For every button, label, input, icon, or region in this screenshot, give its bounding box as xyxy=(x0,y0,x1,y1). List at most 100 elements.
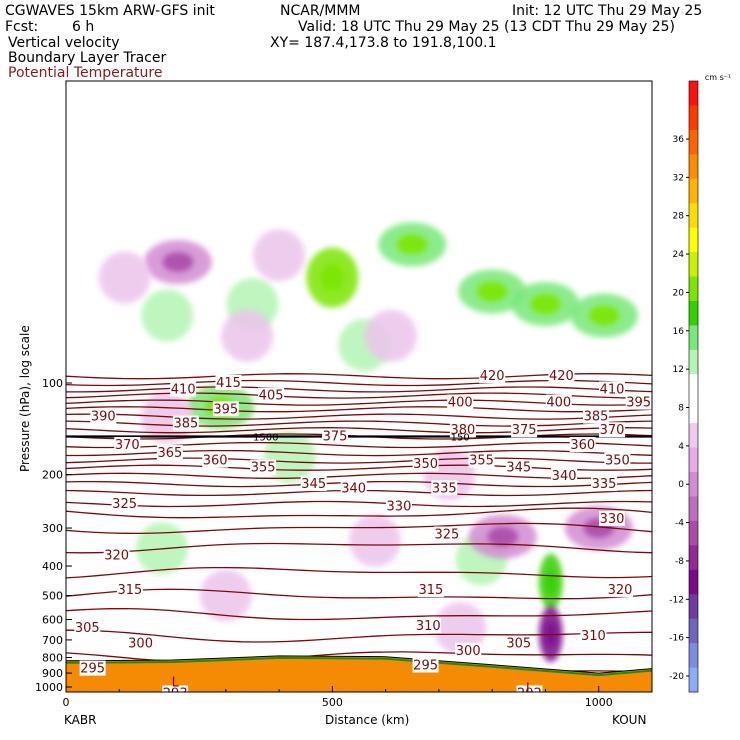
y-tick-label: 400 xyxy=(42,560,63,573)
colorbar-swatch xyxy=(689,496,698,522)
isentrope-line xyxy=(66,566,652,579)
contour-label-box xyxy=(156,445,183,461)
colorbar-swatch xyxy=(689,374,698,400)
colorbar-label: 36 xyxy=(673,135,685,145)
colorbar-swatch xyxy=(689,300,698,326)
contour-label-box xyxy=(604,452,631,468)
x-axis-title: Distance (km) xyxy=(325,713,410,727)
contour-label: 325 xyxy=(112,497,137,512)
contour-label-box xyxy=(583,408,610,424)
contour-label: 395 xyxy=(626,396,651,411)
field-vertical-velocity: Vertical velocity xyxy=(8,35,120,51)
colorbar-label: 24 xyxy=(673,250,685,260)
contour-label: 400 xyxy=(448,396,473,411)
plot-background xyxy=(66,81,652,692)
contour-label-box xyxy=(74,620,101,636)
contour-label-box xyxy=(116,582,143,598)
contour-label: 320 xyxy=(608,583,633,598)
contour-label: 345 xyxy=(506,461,531,476)
vertical-velocity-core xyxy=(545,568,557,595)
contour-label-box xyxy=(340,480,367,496)
terrain-fill xyxy=(66,655,652,692)
contour-label-box xyxy=(385,498,412,514)
low-marker: L xyxy=(526,682,534,697)
colorbar-swatch xyxy=(689,129,698,155)
contour-label: 375 xyxy=(512,423,537,438)
contour-label-box xyxy=(162,685,189,692)
contour-label-box xyxy=(505,459,532,475)
contour-label-box xyxy=(212,401,239,417)
colorbar-swatch xyxy=(689,545,698,571)
contour-label: 330 xyxy=(600,512,625,527)
xy-endpoints: XY= 187.4,173.8 to 191.8,100.1 xyxy=(270,35,497,51)
contour-label-box xyxy=(599,422,626,438)
vertical-velocity-region xyxy=(253,229,306,282)
isentrope-line xyxy=(66,542,652,554)
init-time: Init: 12 UTC Thu 29 May 25 xyxy=(512,3,703,19)
vertical-velocity-region xyxy=(98,251,151,304)
colorbar-label: 16 xyxy=(673,327,685,337)
colorbar-swatch xyxy=(689,178,698,204)
contour-label: 310 xyxy=(416,619,441,634)
contour-label-box xyxy=(447,394,474,410)
colorbar-swatch xyxy=(689,203,698,229)
colorbar-label: -12 xyxy=(669,595,684,605)
vertical-velocity-region xyxy=(348,514,401,567)
colorbar-swatch xyxy=(689,520,698,546)
isentrope-line xyxy=(66,427,652,434)
contour-label: 350 xyxy=(605,454,630,469)
contour-label: 300 xyxy=(128,637,153,652)
colorbar-swatch xyxy=(689,349,698,375)
x-endpoint-left: KABR xyxy=(64,713,97,727)
colorbar-swatch xyxy=(689,447,698,473)
colorbar-label: -4 xyxy=(675,519,684,529)
vertical-velocity-core xyxy=(320,264,345,292)
contour-label: 355 xyxy=(251,461,276,476)
vertical-velocity-core xyxy=(588,305,620,326)
colorbar-swatch xyxy=(689,276,698,302)
contour-label-box xyxy=(548,368,575,384)
contour-label-box xyxy=(111,495,138,511)
contour-label: 320 xyxy=(104,549,129,564)
contour-label-box xyxy=(79,660,106,676)
colorbar-label: 4 xyxy=(678,442,684,452)
contour-label: 300 xyxy=(456,644,481,659)
vertical-velocity-core xyxy=(476,281,508,302)
vertical-velocity-core xyxy=(162,252,194,272)
fcst-label: Fcst: xyxy=(5,19,39,35)
contour-label-box xyxy=(545,394,572,410)
contour-label-box xyxy=(172,415,199,431)
contour-label-box xyxy=(433,526,460,542)
contour-label-box xyxy=(455,642,482,658)
contour-label-box xyxy=(516,685,543,692)
contour-label-box xyxy=(468,452,495,468)
tropopause-label: 150 xyxy=(451,433,470,444)
isentrope-line xyxy=(66,588,652,600)
contour-label: 335 xyxy=(592,477,617,492)
contour-label: 415 xyxy=(216,376,241,391)
contour-label-box xyxy=(322,428,349,444)
y-tick-label: 100 xyxy=(42,377,63,390)
isentrope-line xyxy=(66,522,652,535)
colorbar-swatch xyxy=(689,618,698,644)
vertical-velocity-core xyxy=(396,234,428,255)
contour-label: 355 xyxy=(469,454,494,469)
y-tick-label: 900 xyxy=(42,667,63,680)
contour-label: 345 xyxy=(301,477,326,492)
contour-label-box xyxy=(591,476,618,492)
isentrope-line xyxy=(66,413,652,420)
contour-label-box xyxy=(103,547,130,563)
model-title: CGWAVES 15km ARW-GFS init xyxy=(5,3,215,19)
colorbar-swatch xyxy=(689,398,698,424)
tropopause-label: 1500 xyxy=(253,433,278,444)
contour-label: 370 xyxy=(600,423,625,438)
contour-label-box xyxy=(431,480,458,496)
contour-label: 390 xyxy=(91,410,116,425)
x-tick-label: 500 xyxy=(322,696,343,709)
contour-label-box xyxy=(250,459,277,475)
boundary-layer-tracer-edge xyxy=(66,656,652,677)
vertical-velocity-region xyxy=(141,289,194,342)
vertical-velocity-region xyxy=(364,309,417,362)
